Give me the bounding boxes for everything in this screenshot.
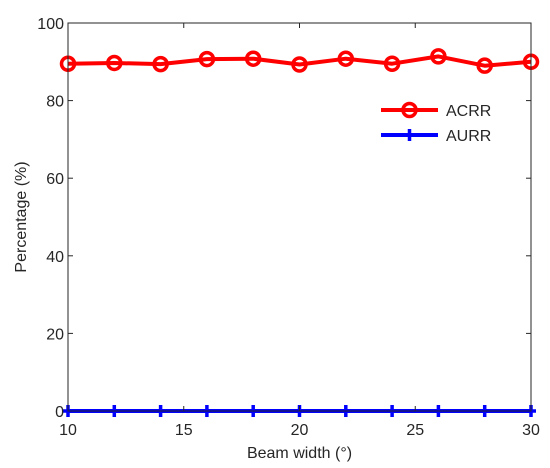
legend-label: ACRR — [446, 103, 491, 120]
data-point-acrr — [106, 54, 123, 72]
legend-label: AURR — [446, 128, 491, 145]
y-tick-label: 60 — [46, 171, 64, 188]
data-point-acrr — [152, 55, 169, 73]
data-point-acrr — [383, 55, 401, 72]
y-tick-label: 20 — [46, 326, 64, 343]
y-tick-label: 80 — [46, 94, 64, 111]
data-point-acrr — [430, 48, 447, 65]
x-tick-label: 20 — [291, 422, 309, 439]
y-tick-label: 100 — [37, 16, 64, 33]
legend-marker — [401, 101, 418, 119]
x-tick-label: 25 — [406, 422, 424, 439]
data-point-acrr — [244, 50, 262, 67]
x-tick-label: 10 — [59, 422, 77, 439]
y-tick-label: 40 — [46, 249, 64, 266]
y-axis-label: Percentage (%) — [13, 161, 30, 272]
axes — [67, 22, 532, 412]
x-tick-label: 15 — [175, 422, 193, 439]
legend-marker — [404, 129, 415, 141]
data-point-acrr — [337, 50, 355, 67]
data-point-acrr — [291, 56, 308, 73]
legend-item-aurr: AURR — [381, 128, 491, 145]
plot-background — [68, 23, 531, 411]
y-tick-label: 0 — [55, 404, 64, 421]
legend-item-acrr: ACRR — [381, 101, 491, 120]
data-point-acrr — [476, 57, 493, 74]
plot-area — [68, 23, 531, 411]
legend: ACRR AURR — [381, 101, 491, 145]
series-line-acrr — [67, 54, 532, 68]
tick-labels: 10 15 20 25 30 0 20 40 60 80 100 — [37, 16, 540, 439]
x-tick-label: 30 — [522, 422, 540, 439]
series-acrr — [59, 48, 540, 74]
data-point-acrr — [198, 50, 216, 68]
x-axis-label: Beam width (°) — [247, 445, 352, 462]
